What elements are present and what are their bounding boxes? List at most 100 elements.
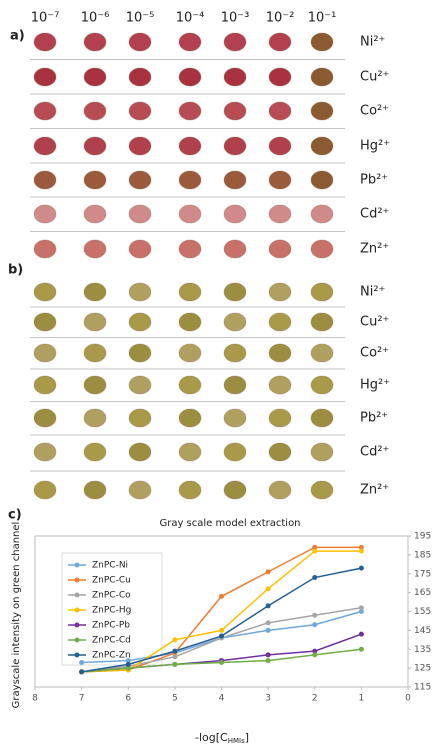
ion-label: Hg²⁺ xyxy=(360,378,390,393)
data-point xyxy=(266,658,271,663)
y-tick-label: 185 xyxy=(414,550,431,560)
data-point xyxy=(312,622,317,627)
sample-spot xyxy=(34,33,56,51)
sample-spot xyxy=(34,205,56,223)
panel-label: c) xyxy=(8,508,22,523)
sample-spot xyxy=(179,443,201,461)
sample-spot xyxy=(224,68,246,86)
sample-spot xyxy=(224,205,246,223)
legend-marker xyxy=(75,593,80,598)
data-point xyxy=(172,662,177,667)
ion-label: Ni²⁺ xyxy=(360,35,385,50)
sample-spot xyxy=(84,376,106,394)
sample-spot xyxy=(84,344,106,362)
data-point xyxy=(79,660,84,665)
data-point xyxy=(266,603,271,608)
sample-spot xyxy=(311,313,333,331)
x-tick-label: 7 xyxy=(79,694,85,704)
y-tick-label: 125 xyxy=(414,664,431,674)
sample-spot xyxy=(224,137,246,155)
sample-spot xyxy=(34,481,56,499)
y-tick-label: 175 xyxy=(414,569,431,579)
ion-label: Cu²⁺ xyxy=(360,70,389,85)
figure: a) b) c) Gray scale model extraction Gra… xyxy=(0,0,436,746)
sample-spot xyxy=(34,137,56,155)
sample-spot xyxy=(129,171,151,189)
sample-spot xyxy=(224,376,246,394)
x-tick-label: 3 xyxy=(265,694,271,704)
sample-spot xyxy=(311,344,333,362)
sample-spot xyxy=(129,409,151,427)
y-tick-label: 195 xyxy=(414,532,431,542)
sample-spot xyxy=(129,376,151,394)
sample-spot xyxy=(179,205,201,223)
data-point xyxy=(312,613,317,618)
x-tick-label: 0 xyxy=(405,694,411,704)
sample-spot xyxy=(179,33,201,51)
sample-spot xyxy=(224,240,246,258)
x-tick-label: 8 xyxy=(32,694,38,704)
sample-spot xyxy=(179,240,201,258)
sample-spot xyxy=(84,205,106,223)
ion-label: Co²⁺ xyxy=(360,346,389,361)
y-tick-label: 135 xyxy=(414,645,431,655)
sample-spot xyxy=(84,481,106,499)
legend-label: ZnPC-Cu xyxy=(92,576,131,586)
sample-spot xyxy=(311,137,333,155)
sample-spot xyxy=(129,102,151,120)
sample-spot xyxy=(129,68,151,86)
sample-spot xyxy=(269,409,291,427)
sample-spot xyxy=(179,171,201,189)
x-tick-label: 1 xyxy=(359,694,365,704)
sample-spot xyxy=(224,344,246,362)
legend-marker xyxy=(75,623,80,628)
legend-marker xyxy=(75,578,80,583)
sample-spot xyxy=(34,344,56,362)
legend-marker xyxy=(75,638,80,643)
data-point xyxy=(79,669,84,674)
concentration-label: 10⁻⁷ xyxy=(31,11,60,26)
sample-spot xyxy=(224,283,246,301)
x-axis-label-sub: HMIs xyxy=(228,737,245,745)
data-point xyxy=(266,652,271,657)
sample-spot xyxy=(179,137,201,155)
data-point xyxy=(312,549,317,554)
sample-spot xyxy=(84,137,106,155)
x-tick-label: 6 xyxy=(125,694,131,704)
sample-spot xyxy=(269,240,291,258)
sample-spot xyxy=(34,376,56,394)
sample-spot xyxy=(224,313,246,331)
sample-spot xyxy=(269,313,291,331)
concentration-label: 10⁻⁴ xyxy=(176,11,205,26)
sample-spot xyxy=(224,171,246,189)
legend-marker xyxy=(75,653,80,658)
sample-spot xyxy=(311,205,333,223)
data-point xyxy=(219,594,224,599)
x-tick-label: 2 xyxy=(312,694,318,704)
data-point xyxy=(219,634,224,639)
ion-label: Hg²⁺ xyxy=(360,139,390,154)
ion-label: Cu²⁺ xyxy=(360,315,389,330)
sample-spot xyxy=(84,443,106,461)
data-point xyxy=(359,632,364,637)
sample-spot xyxy=(34,171,56,189)
legend-label: ZnPC-Co xyxy=(92,591,131,601)
legend-label: ZnPC-Zn xyxy=(92,651,131,661)
sample-spot xyxy=(34,240,56,258)
sample-spot xyxy=(224,481,246,499)
x-tick-label: 4 xyxy=(219,694,225,704)
sample-spot xyxy=(84,240,106,258)
sample-spot xyxy=(84,313,106,331)
concentration-label: 10⁻³ xyxy=(221,11,250,26)
y-tick-label: 155 xyxy=(414,607,431,617)
sample-spot xyxy=(311,68,333,86)
y-tick-label: 145 xyxy=(414,626,431,636)
x-axis-label-main: -log[C xyxy=(195,731,228,744)
data-point xyxy=(172,649,177,654)
sample-spot xyxy=(269,344,291,362)
sample-spot xyxy=(269,137,291,155)
sample-spot xyxy=(129,313,151,331)
concentration-label: 10⁻² xyxy=(266,11,295,26)
concentration-label: 10⁻⁵ xyxy=(126,11,155,26)
sample-spot xyxy=(224,33,246,51)
